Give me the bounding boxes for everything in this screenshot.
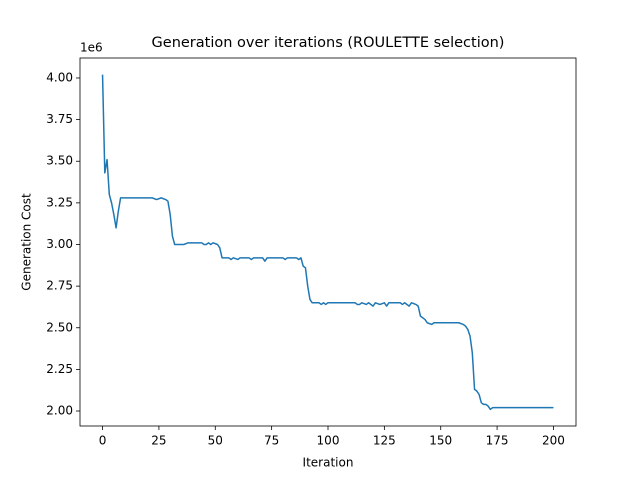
x-tick-label: 100: [317, 434, 340, 448]
y-tick-label: 2.25: [46, 362, 73, 376]
y-tick-label: 4.00: [46, 70, 73, 84]
x-tick-label: 75: [264, 434, 279, 448]
y-tick-label: 2.00: [46, 404, 73, 418]
x-tick-label: 0: [99, 434, 107, 448]
x-axis-label: Iteration: [303, 456, 354, 470]
x-tick-label: 150: [429, 434, 452, 448]
y-tick-label: 2.75: [46, 279, 73, 293]
x-tick-label: 50: [208, 434, 223, 448]
chart-title: Generation over iterations (ROULETTE sel…: [152, 35, 505, 51]
y-axis-label: Generation Cost: [20, 193, 34, 291]
x-tick-label: 125: [373, 434, 396, 448]
y-offset-label: 1e6: [80, 41, 103, 55]
x-tick-label: 200: [542, 434, 565, 448]
x-tick-label: 175: [486, 434, 509, 448]
plot-frame: [79, 57, 577, 427]
x-tick-label: 25: [151, 434, 166, 448]
data-line: [101, 74, 554, 411]
y-tick-label: 3.25: [46, 195, 73, 209]
y-tick-label: 3.00: [46, 237, 73, 251]
y-tick-label: 3.75: [46, 112, 73, 126]
y-tick-label: 3.50: [46, 154, 73, 168]
y-tick-label: 2.50: [46, 320, 73, 334]
